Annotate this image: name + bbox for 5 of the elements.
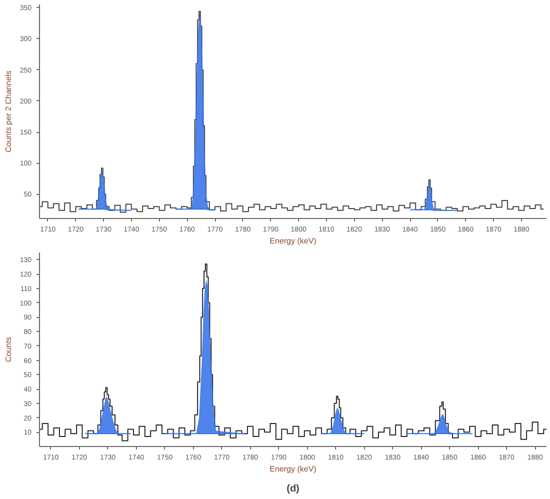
y-axis-title: Counts per 2 Channels — [4, 70, 13, 152]
x-axis-title: Energy (keV) — [270, 236, 317, 246]
x-axis-title: Energy (keV) — [270, 464, 317, 474]
y-axis-title: Counts — [4, 336, 13, 362]
text: (d) — [286, 484, 300, 494]
